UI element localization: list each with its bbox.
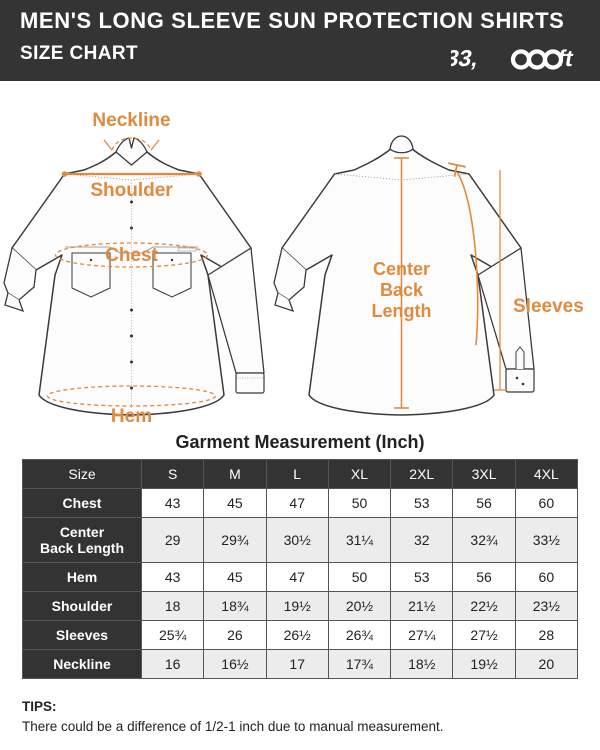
svg-text:Neckline: Neckline (92, 110, 170, 131)
svg-text:Back: Back (380, 280, 424, 300)
svg-text:Sleeves: Sleeves (513, 296, 584, 317)
svg-text:Length: Length (372, 301, 432, 321)
svg-text:Hem: Hem (111, 406, 152, 427)
svg-text:Shoulder: Shoulder (90, 180, 173, 201)
svg-text:ft: ft (555, 45, 575, 71)
svg-text:Center: Center (373, 259, 430, 279)
svg-text:33,: 33, (451, 45, 481, 71)
svg-text:Chest: Chest (105, 245, 158, 266)
